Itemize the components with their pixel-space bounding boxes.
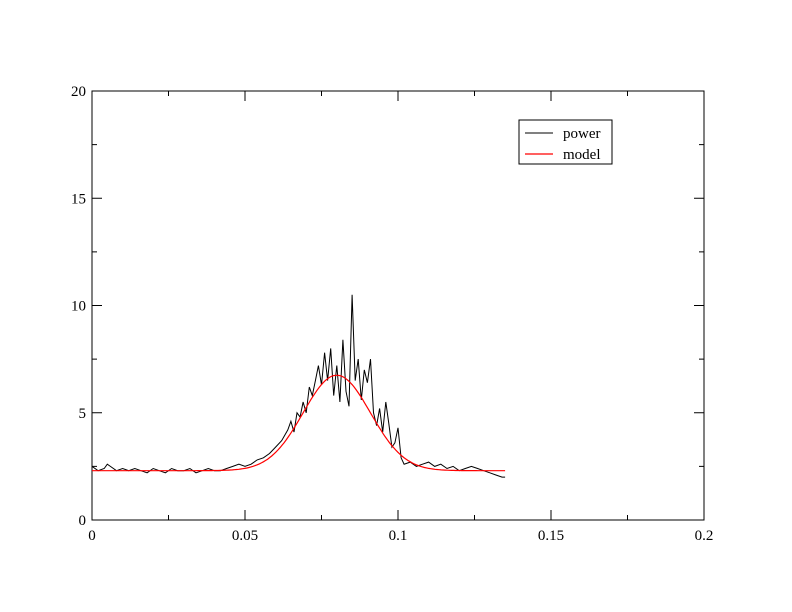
y-tick-label: 20 (71, 84, 86, 100)
x-tick-label: 0.1 (389, 528, 408, 544)
x-tick-label: 0.15 (538, 528, 564, 544)
y-tick-labels: 0 5 10 15 20 (71, 84, 86, 529)
legend: power model (518, 119, 613, 165)
y-tick-label: 15 (71, 191, 86, 207)
x-tick-label: 0.2 (695, 528, 714, 544)
x-tick-label: 0.05 (232, 528, 258, 544)
series-line-model (92, 374, 506, 472)
y-tick-label: 5 (79, 406, 87, 422)
axis-ticks (91, 90, 705, 521)
series-layer (91, 294, 506, 478)
legend-label-power: power (563, 126, 601, 142)
y-tick-label: 0 (79, 513, 87, 529)
x-tick-label: 0 (88, 528, 96, 544)
x-tick-labels: 0 0.05 0.1 0.15 0.2 (88, 528, 713, 544)
y-tick-label: 10 (71, 299, 86, 315)
legend-label-model: model (563, 147, 601, 163)
legend-box (518, 119, 613, 165)
series-line-power (91, 294, 506, 478)
